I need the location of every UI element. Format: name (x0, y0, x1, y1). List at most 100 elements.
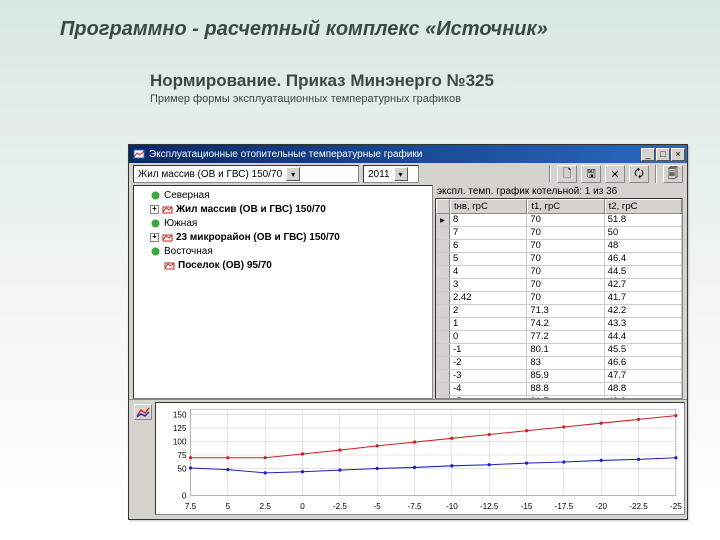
table-row[interactable]: 77050 (436, 227, 682, 240)
chevron-down-icon[interactable]: ▾ (286, 167, 300, 181)
grid-cell[interactable]: 42.7 (605, 279, 682, 291)
grid-cell[interactable]: 2 (450, 305, 527, 317)
grid-cell[interactable]: 43.3 (605, 318, 682, 330)
tree-item[interactable]: Южная (136, 216, 430, 230)
row-marker (436, 240, 450, 252)
grid-cell[interactable]: 2.42 (450, 292, 527, 304)
grid-cell[interactable]: 70 (527, 279, 604, 291)
table-row[interactable]: 077.244.4 (436, 331, 682, 344)
tree-item[interactable]: Восточная (136, 244, 430, 258)
grid-column-header[interactable]: t2, грС (605, 199, 682, 214)
grid-cell[interactable]: 70 (527, 266, 604, 278)
table-row[interactable]: 37042.7 (436, 279, 682, 292)
grid-cell[interactable]: 44.4 (605, 331, 682, 343)
grid-cell[interactable]: 70 (527, 253, 604, 265)
svg-text:150: 150 (173, 411, 187, 420)
table-row[interactable]: -591.749.9 (436, 396, 682, 398)
table-row[interactable]: 271.342.2 (436, 305, 682, 318)
grid-cell[interactable]: 71.3 (527, 305, 604, 317)
grid-cell[interactable]: 83 (527, 357, 604, 369)
grid-cell[interactable]: 41.7 (605, 292, 682, 304)
app-window: Эксплуатационные отопительные температур… (128, 144, 688, 520)
grid-cell[interactable]: 91.7 (527, 396, 604, 398)
table-row[interactable]: 67048 (436, 240, 682, 253)
row-marker (436, 357, 450, 369)
grid-cell[interactable]: 70 (527, 292, 604, 304)
grid-cell[interactable]: 48.8 (605, 383, 682, 395)
chevron-down-icon[interactable]: ▾ (394, 167, 408, 181)
table-row[interactable]: -385.947.7 (436, 370, 682, 383)
grid-cell[interactable]: 70 (527, 227, 604, 239)
grid-cell[interactable]: 77.2 (527, 331, 604, 343)
grid-cell[interactable]: 70 (527, 240, 604, 252)
grid-cell[interactable]: 48 (605, 240, 682, 252)
grid-cell[interactable]: 1 (450, 318, 527, 330)
grid-column-header[interactable]: t1, грС (527, 199, 604, 214)
year-dropdown[interactable]: 2011 ▾ (363, 165, 419, 183)
tree-item[interactable]: +23 микрорайон (ОВ и ГВС) 150/70 (136, 230, 430, 244)
tree-item-label: Северная (164, 190, 210, 201)
maximize-button[interactable]: □ (656, 148, 670, 161)
table-row[interactable]: ▸87051.8 (436, 214, 682, 227)
table-row[interactable]: 47044.5 (436, 266, 682, 279)
table-row[interactable]: 57046.4 (436, 253, 682, 266)
grid-cell[interactable]: -4 (450, 383, 527, 395)
expander-icon[interactable]: + (150, 205, 159, 214)
grid-cell[interactable]: 46.6 (605, 357, 682, 369)
grid-cell[interactable]: 80.1 (527, 344, 604, 356)
grid-cell[interactable]: 6 (450, 240, 527, 252)
grid-cell[interactable]: 4 (450, 266, 527, 278)
toolbar-row: Жил массив (ОВ и ГВС) 150/70 ▾ 2011 ▾ 🗋 … (129, 163, 687, 185)
grid-cell[interactable]: 7 (450, 227, 527, 239)
svg-text:-15: -15 (521, 502, 533, 511)
row-marker (436, 396, 450, 398)
tree-item[interactable]: +Жил массив (ОВ и ГВС) 150/70 (136, 202, 430, 216)
tree-pane[interactable]: Северная+Жил массив (ОВ и ГВС) 150/70Южн… (133, 185, 433, 399)
minimize-button[interactable]: _ (641, 148, 655, 161)
close-button[interactable]: × (671, 148, 685, 161)
grid-cell[interactable]: 50 (605, 227, 682, 239)
refresh-button[interactable]: 🗘 (629, 165, 649, 183)
grid-cell[interactable]: 74.2 (527, 318, 604, 330)
app-icon (133, 148, 145, 160)
tree-item[interactable]: Поселок (ОВ) 95/70 (136, 258, 430, 272)
grid-cell[interactable]: 46.4 (605, 253, 682, 265)
grid-cell[interactable]: 51.8 (605, 214, 682, 226)
grid-cell[interactable]: 42.2 (605, 305, 682, 317)
grid-cell[interactable]: -5 (450, 396, 527, 398)
table-row[interactable]: 174.243.3 (436, 318, 682, 331)
zone-icon (150, 218, 161, 229)
zone-icon (150, 190, 161, 201)
grid-cell[interactable]: 70 (527, 214, 604, 226)
grid-cell[interactable]: 85.9 (527, 370, 604, 382)
grid-cell[interactable]: -2 (450, 357, 527, 369)
new-button[interactable]: 🗋 (557, 165, 577, 183)
save-button[interactable]: 🖫 (581, 165, 601, 183)
grid-cell[interactable]: 88.8 (527, 383, 604, 395)
table-row[interactable]: -28346.6 (436, 357, 682, 370)
window-titlebar[interactable]: Эксплуатационные отопительные температур… (129, 145, 687, 163)
expander-icon[interactable]: + (150, 233, 159, 242)
chart-toggle-button[interactable] (134, 404, 152, 420)
table-row[interactable]: -488.848.8 (436, 383, 682, 396)
grid-cell[interactable]: 5 (450, 253, 527, 265)
tree-item[interactable]: Северная (136, 188, 430, 202)
grid-cell[interactable]: 3 (450, 279, 527, 291)
grid-cell[interactable]: 47.7 (605, 370, 682, 382)
table-row[interactable]: -180.145.5 (436, 344, 682, 357)
grid-cell[interactable]: -1 (450, 344, 527, 356)
grid-cell[interactable]: 44.5 (605, 266, 682, 278)
object-dropdown[interactable]: Жил массив (ОВ и ГВС) 150/70 ▾ (133, 165, 359, 183)
svg-text:-5: -5 (374, 502, 382, 511)
grid-cell[interactable]: 49.9 (605, 396, 682, 398)
table-row[interactable]: 2.427041.7 (436, 292, 682, 305)
copy-button[interactable]: 🗐 (663, 165, 683, 183)
grid-cell[interactable]: -3 (450, 370, 527, 382)
grid-cell[interactable]: 45.5 (605, 344, 682, 356)
delete-button[interactable]: ✕ (605, 165, 625, 183)
grid-column-header[interactable]: tнв, грС (450, 199, 527, 214)
grid-cell[interactable]: 0 (450, 331, 527, 343)
data-grid[interactable]: tнв, грСt1, грСt2, грС ▸87051.8770506704… (435, 198, 683, 399)
grid-cell[interactable]: 8 (450, 214, 527, 226)
zone-icon (150, 246, 161, 257)
